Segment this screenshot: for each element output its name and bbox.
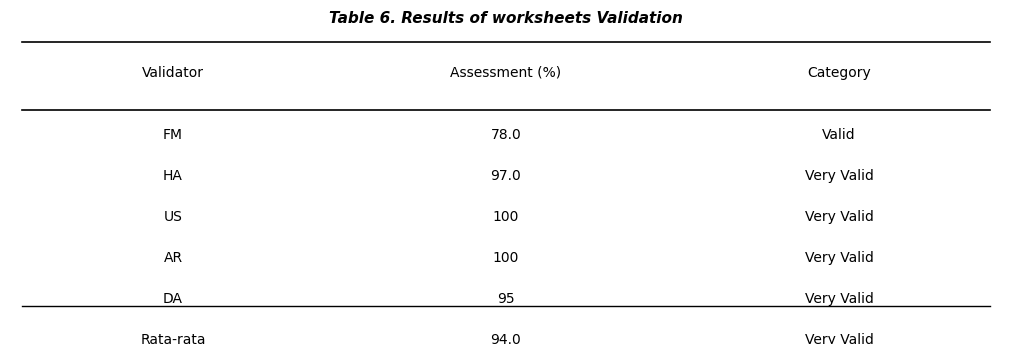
Text: US: US xyxy=(164,210,182,224)
Text: 94.0: 94.0 xyxy=(490,333,521,344)
Text: AR: AR xyxy=(163,251,182,265)
Text: DA: DA xyxy=(163,292,183,306)
Text: 100: 100 xyxy=(492,210,519,224)
Text: Very Valid: Very Valid xyxy=(804,210,872,224)
Text: FM: FM xyxy=(163,128,183,142)
Text: Assessment (%): Assessment (%) xyxy=(450,66,561,80)
Text: HA: HA xyxy=(163,169,183,183)
Text: Very Valid: Very Valid xyxy=(804,333,872,344)
Text: Rata-rata: Rata-rata xyxy=(141,333,205,344)
Text: Category: Category xyxy=(807,66,870,80)
Text: Valid: Valid xyxy=(821,128,855,142)
Text: 100: 100 xyxy=(492,251,519,265)
Text: Very Valid: Very Valid xyxy=(804,292,872,306)
Text: Table 6. Results of worksheets Validation: Table 6. Results of worksheets Validatio… xyxy=(329,11,682,26)
Text: Very Valid: Very Valid xyxy=(804,169,872,183)
Text: Validator: Validator xyxy=(142,66,204,80)
Text: 95: 95 xyxy=(496,292,515,306)
Text: 78.0: 78.0 xyxy=(490,128,521,142)
Text: Very Valid: Very Valid xyxy=(804,251,872,265)
Text: 97.0: 97.0 xyxy=(490,169,521,183)
